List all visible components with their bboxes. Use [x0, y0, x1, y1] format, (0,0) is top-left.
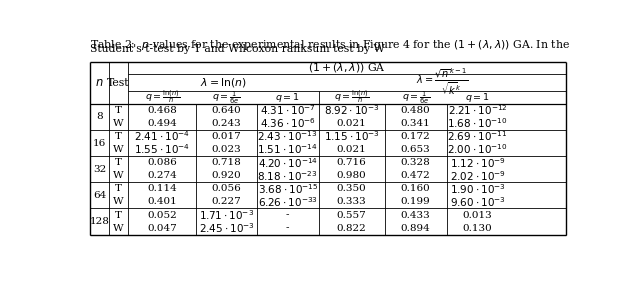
Text: $6.26\cdot10^{-33}$: $6.26\cdot10^{-33}$: [258, 195, 317, 209]
Text: $n$: $n$: [95, 76, 104, 89]
Text: W: W: [113, 197, 124, 206]
Text: $2.43\cdot10^{-13}$: $2.43\cdot10^{-13}$: [257, 130, 318, 143]
Text: $4.31\cdot10^{-7}$: $4.31\cdot10^{-7}$: [260, 103, 316, 117]
Text: 0.172: 0.172: [401, 132, 431, 141]
Text: $4.20\cdot10^{-14}$: $4.20\cdot10^{-14}$: [258, 156, 317, 170]
Text: $q=\frac{1}{6e}$: $q=\frac{1}{6e}$: [212, 89, 241, 106]
Text: -: -: [286, 224, 289, 232]
Text: 0.401: 0.401: [147, 197, 177, 206]
Text: 0.243: 0.243: [212, 119, 241, 128]
Text: $2.00\cdot10^{-10}$: $2.00\cdot10^{-10}$: [447, 143, 508, 157]
Text: $1.71\cdot10^{-3}$: $1.71\cdot10^{-3}$: [199, 208, 254, 222]
Text: 0.056: 0.056: [212, 184, 241, 193]
Text: 8: 8: [96, 112, 102, 121]
Text: 0.199: 0.199: [401, 197, 431, 206]
Text: 0.920: 0.920: [212, 171, 241, 180]
Text: 0.130: 0.130: [463, 224, 492, 232]
Text: $1.68\cdot10^{-10}$: $1.68\cdot10^{-10}$: [447, 116, 508, 130]
Text: $2.69\cdot10^{-11}$: $2.69\cdot10^{-11}$: [447, 130, 508, 143]
Text: 64: 64: [93, 191, 106, 200]
Text: 0.472: 0.472: [401, 171, 431, 180]
Text: W: W: [113, 171, 124, 180]
Text: T: T: [115, 106, 122, 115]
Text: T: T: [115, 158, 122, 167]
Text: 32: 32: [93, 165, 106, 174]
Text: 0.333: 0.333: [337, 197, 367, 206]
Text: 0.494: 0.494: [147, 119, 177, 128]
Text: 0.557: 0.557: [337, 211, 367, 220]
Text: 0.980: 0.980: [337, 171, 367, 180]
Text: $2.45\cdot10^{-3}$: $2.45\cdot10^{-3}$: [198, 221, 255, 235]
Text: 0.350: 0.350: [337, 184, 367, 193]
Text: 0.328: 0.328: [401, 158, 431, 167]
Text: $\lambda=\ln(n)$: $\lambda=\ln(n)$: [200, 76, 246, 89]
Text: 0.894: 0.894: [401, 224, 431, 232]
Text: 0.822: 0.822: [337, 224, 367, 232]
Text: 16: 16: [93, 139, 106, 148]
Text: $1.90\cdot10^{-3}$: $1.90\cdot10^{-3}$: [450, 182, 506, 196]
Text: 0.086: 0.086: [147, 158, 177, 167]
Text: 0.013: 0.013: [463, 211, 492, 220]
Text: $q=\frac{1}{6e}$: $q=\frac{1}{6e}$: [401, 89, 429, 106]
Text: Student's t-test by T and Wilcoxon ranksum test by W: Student's t-test by T and Wilcoxon ranks…: [90, 44, 385, 55]
Text: 0.052: 0.052: [147, 211, 177, 220]
Text: 0.274: 0.274: [147, 171, 177, 180]
Text: T: T: [115, 211, 122, 220]
Text: 0.047: 0.047: [147, 224, 177, 232]
Text: W: W: [113, 119, 124, 128]
Text: $q=\frac{\ln(n)}{n}$: $q=\frac{\ln(n)}{n}$: [334, 89, 369, 105]
Text: $1.51\cdot10^{-14}$: $1.51\cdot10^{-14}$: [257, 143, 318, 157]
Text: 0.653: 0.653: [401, 145, 431, 154]
Text: $1.12\cdot10^{-9}$: $1.12\cdot10^{-9}$: [449, 156, 506, 170]
Text: $(1+(\lambda,\lambda))$ GA: $(1+(\lambda,\lambda))$ GA: [308, 61, 386, 74]
Text: 0.023: 0.023: [212, 145, 241, 154]
Text: $\lambda=\dfrac{\sqrt{n}^{k-1}}{\sqrt{k}^k}$: $\lambda=\dfrac{\sqrt{n}^{k-1}}{\sqrt{k}…: [416, 66, 468, 97]
Text: 128: 128: [90, 217, 109, 226]
Text: 0.021: 0.021: [337, 119, 367, 128]
Text: $1.15\cdot10^{-3}$: $1.15\cdot10^{-3}$: [324, 130, 380, 143]
Text: 0.021: 0.021: [337, 145, 367, 154]
Text: Table 2:  $p$-values for the experimental results in Figure 4 for the $(1+(\lamb: Table 2: $p$-values for the experimental…: [90, 38, 570, 52]
Text: $q=1$: $q=1$: [465, 91, 490, 104]
Text: $4.36\cdot10^{-6}$: $4.36\cdot10^{-6}$: [260, 116, 316, 130]
Text: $9.60\cdot10^{-3}$: $9.60\cdot10^{-3}$: [450, 195, 506, 209]
Text: 0.480: 0.480: [401, 106, 431, 115]
Text: 0.160: 0.160: [401, 184, 431, 193]
Text: $8.18\cdot10^{-23}$: $8.18\cdot10^{-23}$: [257, 169, 318, 183]
Text: $3.68\cdot10^{-15}$: $3.68\cdot10^{-15}$: [257, 182, 318, 196]
Text: $q=1$: $q=1$: [275, 91, 300, 104]
Text: T: T: [115, 132, 122, 141]
Text: $1.55\cdot10^{-4}$: $1.55\cdot10^{-4}$: [134, 143, 190, 157]
Text: 0.640: 0.640: [212, 106, 241, 115]
Text: 0.227: 0.227: [212, 197, 241, 206]
Text: 0.718: 0.718: [212, 158, 241, 167]
Text: $2.02\cdot10^{-9}$: $2.02\cdot10^{-9}$: [449, 169, 506, 183]
Text: 0.341: 0.341: [401, 119, 431, 128]
Text: $2.41\cdot10^{-4}$: $2.41\cdot10^{-4}$: [134, 130, 190, 143]
Text: 0.468: 0.468: [147, 106, 177, 115]
Text: T: T: [115, 184, 122, 193]
Text: W: W: [113, 145, 124, 154]
Text: 0.017: 0.017: [212, 132, 241, 141]
Text: $8.92\cdot10^{-3}$: $8.92\cdot10^{-3}$: [324, 103, 380, 117]
Text: -: -: [286, 211, 289, 220]
Text: $2.21\cdot10^{-12}$: $2.21\cdot10^{-12}$: [448, 103, 508, 117]
Text: 0.433: 0.433: [401, 211, 431, 220]
Text: 0.114: 0.114: [147, 184, 177, 193]
Text: $q=\frac{\ln(n)}{n}$: $q=\frac{\ln(n)}{n}$: [145, 89, 180, 105]
Text: 0.716: 0.716: [337, 158, 367, 167]
Text: Test: Test: [107, 78, 130, 88]
Text: W: W: [113, 224, 124, 232]
